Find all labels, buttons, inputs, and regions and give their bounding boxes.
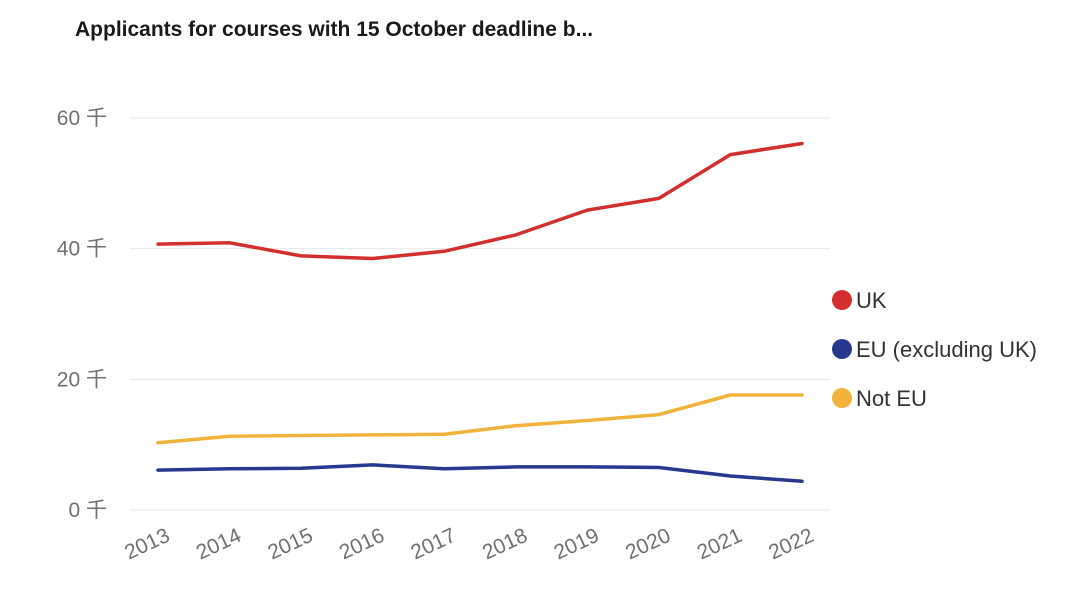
y-tick-label: 20 千 <box>57 368 107 391</box>
x-tick-label: 2017 <box>407 524 459 565</box>
x-axis-ticks: 2013 2014 2015 2016 2017 2018 2019 2020 2021 2022 <box>121 524 817 565</box>
legend-item[interactable]: EU (excluding UK) <box>832 337 1037 362</box>
series-line-uk <box>156 141 804 261</box>
x-tick-label: 2019 <box>551 524 603 565</box>
x-tick-label: 2020 <box>622 524 674 565</box>
y-tick-label: 0 千 <box>68 499 107 522</box>
x-tick-label: 2016 <box>336 524 388 565</box>
legend-marker <box>832 290 852 310</box>
series-line-eu-excluding-uk <box>156 463 804 484</box>
x-tick-label: 2015 <box>264 524 316 565</box>
x-tick-label: 2022 <box>765 524 817 565</box>
legend-item[interactable]: Not EU <box>832 386 927 411</box>
chart-title: Applicants for courses with 15 October d… <box>75 18 594 41</box>
y-tick-label: 40 千 <box>57 238 107 261</box>
legend-marker <box>832 388 852 408</box>
x-tick-label: 2013 <box>121 524 173 565</box>
legend-marker <box>832 339 852 359</box>
x-tick-label: 2018 <box>479 524 531 565</box>
series-line-not-eu <box>156 393 804 445</box>
legend-label: UK <box>856 288 887 313</box>
legend-label: Not EU <box>856 386 927 411</box>
legend-label: EU (excluding UK) <box>856 337 1037 362</box>
series-lines <box>156 141 804 484</box>
legend-item[interactable]: UK <box>832 288 887 313</box>
y-tick-label: 60 千 <box>57 107 107 130</box>
legend[interactable]: UK EU (excluding UK) Not EU <box>832 288 1037 411</box>
y-axis-ticks: 0 千 20 千 40 千 60 千 <box>57 107 107 522</box>
x-tick-label: 2014 <box>193 524 245 565</box>
gridlines <box>130 117 830 511</box>
x-tick-label: 2021 <box>694 524 746 565</box>
